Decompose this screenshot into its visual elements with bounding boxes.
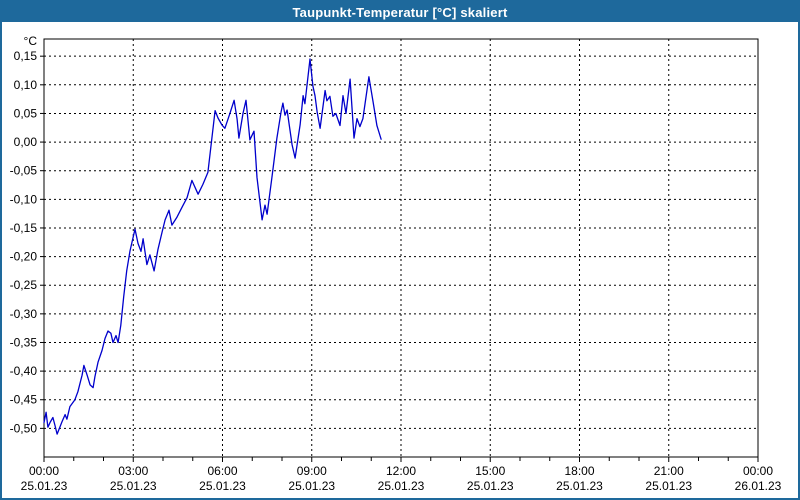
x-tick-date-label: 25.01.23 bbox=[199, 479, 246, 493]
y-tick-label: -0,10 bbox=[10, 192, 38, 206]
x-tick-time-label: 15:00 bbox=[475, 464, 505, 478]
plot-background bbox=[2, 22, 798, 496]
chart-area: 0,15 0,10 0,05 0,00 -0,05 -0,10 -0,15 -0,20 -0,2… bbox=[2, 22, 798, 496]
y-tick-label: -0,35 bbox=[10, 335, 38, 349]
y-tick-label: -0,45 bbox=[10, 393, 38, 407]
x-tick-time-label: 00:00 bbox=[29, 464, 59, 478]
x-tick-time-label: 12:00 bbox=[386, 464, 416, 478]
x-tick-date-label: 25.01.23 bbox=[110, 479, 157, 493]
x-tick-date-label: 25.01.23 bbox=[467, 479, 514, 493]
page-title: Taupunkt-Temperatur [°C] skaliert bbox=[292, 4, 508, 20]
y-tick-label: 0,15 bbox=[14, 49, 38, 63]
y-tick-label: -0,15 bbox=[10, 221, 38, 235]
x-tick-time-label: 06:00 bbox=[207, 464, 237, 478]
x-tick-date-label: 25.01.23 bbox=[21, 479, 68, 493]
y-tick-label: 0,00 bbox=[14, 135, 38, 149]
x-tick-time-label: 03:00 bbox=[118, 464, 148, 478]
x-tick-time-label: 21:00 bbox=[654, 464, 684, 478]
x-tick-date-label: 25.01.23 bbox=[556, 479, 603, 493]
y-tick-label: 0,05 bbox=[14, 106, 38, 120]
x-tick-date-label: 25.01.23 bbox=[378, 479, 425, 493]
x-tick-time-label: 09:00 bbox=[297, 464, 327, 478]
y-tick-label: -0,50 bbox=[10, 421, 38, 435]
x-tick-date-label: 26.01.23 bbox=[735, 479, 782, 493]
y-tick-label: -0,25 bbox=[10, 278, 38, 292]
title-bar: Taupunkt-Temperatur [°C] skaliert bbox=[2, 2, 798, 22]
y-unit-label: °C bbox=[24, 34, 38, 48]
x-tick-date-label: 25.01.23 bbox=[645, 479, 692, 493]
y-tick-label: 0,10 bbox=[14, 78, 38, 92]
plot-border bbox=[43, 38, 759, 458]
data-line bbox=[43, 58, 382, 435]
y-tick-label: -0,30 bbox=[10, 307, 38, 321]
y-tick-label: -0,05 bbox=[10, 164, 38, 178]
x-tick-time-label: 18:00 bbox=[564, 464, 594, 478]
y-tick-label: -0,40 bbox=[10, 364, 38, 378]
y-tick-label: -0,20 bbox=[10, 250, 38, 264]
x-tick-time-label: 00:00 bbox=[743, 464, 773, 478]
dewpoint-line-chart: 0,15 0,10 0,05 0,00 -0,05 -0,10 -0,15 -0,20 -0,2… bbox=[2, 22, 798, 496]
x-tick-date-label: 25.01.23 bbox=[288, 479, 335, 493]
